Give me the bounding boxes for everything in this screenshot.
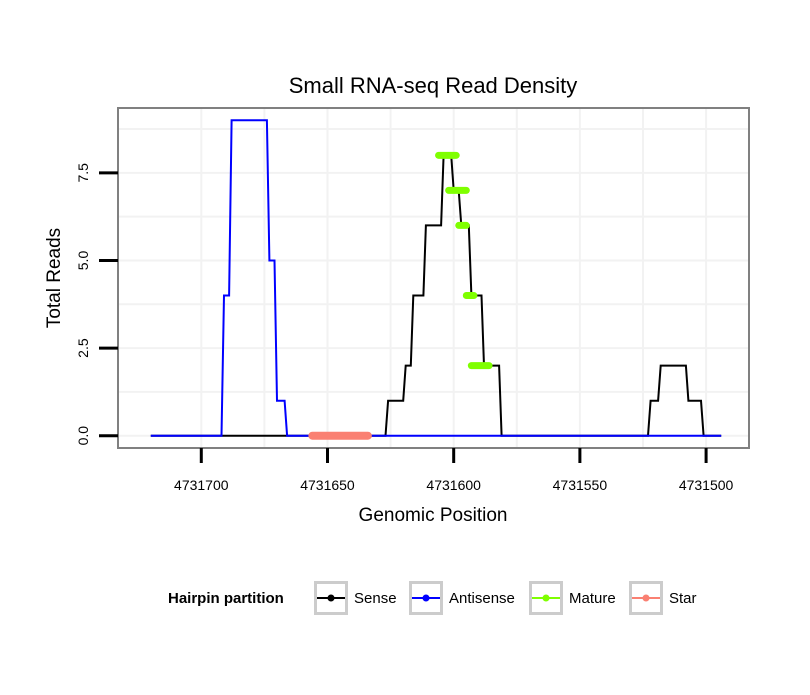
legend-label-sense: Sense — [354, 590, 397, 607]
y-tick-label: 2.5 — [75, 338, 91, 358]
plot-area — [117, 107, 750, 449]
panel-background — [118, 108, 749, 448]
chart-title: Small RNA-seq Read Density — [289, 73, 578, 98]
y-tick-label: 7.5 — [75, 163, 91, 183]
y-axis-label: Total Reads — [44, 228, 65, 328]
legend-label-mature: Mature — [569, 590, 616, 607]
x-tick-label: 4731650 — [300, 477, 355, 493]
legend-label-antisense: Antisense — [449, 590, 515, 607]
y-tick-label: 5.0 — [75, 251, 91, 271]
axes: 4731700 4731650 4731600 4731550 4731500 0.0 2.… — [75, 163, 734, 493]
x-tick-label: 4731700 — [174, 477, 229, 493]
x-tick-label: 4731600 — [426, 477, 481, 493]
legend-key-point — [422, 594, 430, 602]
legend-key-point — [642, 594, 650, 602]
antisense-series-line — [150, 119, 722, 437]
x-axis-label: Genomic Position — [359, 505, 508, 526]
series-lines — [150, 119, 722, 440]
x-tick-label: 4731550 — [553, 477, 608, 493]
legend-key-point — [542, 594, 550, 602]
x-tick-label: 4731500 — [679, 477, 734, 493]
y-tick-label: 0.0 — [75, 426, 91, 446]
panel-border — [117, 107, 750, 449]
legend: Hairpin partition Sense Antisense Mature St… — [168, 581, 697, 615]
legend-key-point — [327, 594, 335, 602]
legend-label-star: Star — [669, 590, 697, 607]
legend-title: Hairpin partition — [168, 590, 284, 607]
